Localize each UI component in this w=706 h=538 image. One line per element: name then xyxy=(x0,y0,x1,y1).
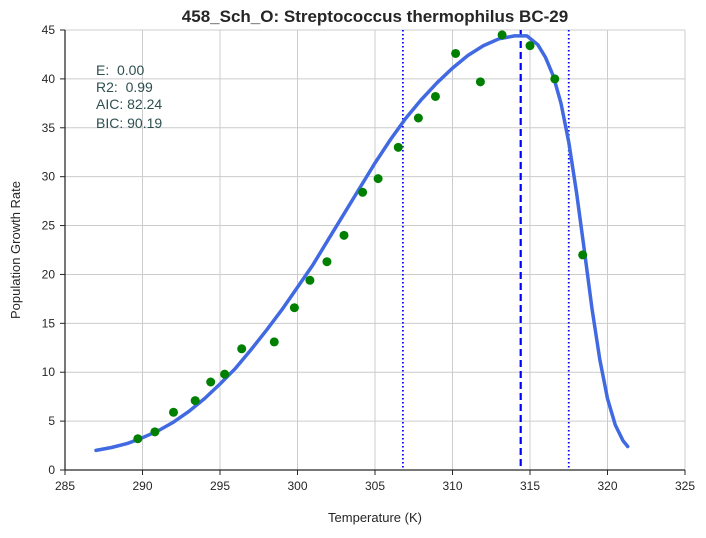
x-tick-label: 295 xyxy=(210,479,230,493)
data-point xyxy=(393,142,403,152)
y-tick-label: 35 xyxy=(42,121,56,135)
ticks: 285 290 295 300 305 310 315 320 325 0 5 10 15 20 25 30 3… xyxy=(42,23,696,493)
data-point xyxy=(322,257,332,267)
y-tick-label: 45 xyxy=(42,23,56,37)
data-points xyxy=(133,30,588,444)
data-point xyxy=(525,41,535,51)
data-point xyxy=(550,74,560,84)
x-tick-label: 325 xyxy=(675,479,695,493)
data-point xyxy=(497,30,507,40)
x-tick-label: 285 xyxy=(55,479,75,493)
fit-curve-layer xyxy=(94,34,630,453)
y-tick-label: 10 xyxy=(42,365,56,379)
data-point xyxy=(169,407,178,417)
data-point xyxy=(413,113,423,123)
data-point xyxy=(220,369,230,379)
data-point xyxy=(133,434,143,444)
y-tick-label: 5 xyxy=(48,414,55,428)
data-point xyxy=(430,91,440,101)
data-point xyxy=(150,427,160,437)
y-axis-label: Population Growth Rate xyxy=(8,181,23,319)
annotation-bic: BIC: 90.19 xyxy=(96,115,162,131)
data-point xyxy=(237,344,247,354)
x-tick-label: 290 xyxy=(132,479,152,493)
stats-annotation: E: 0.00 R2: 0.99 AIC: 82.24 BIC: 90.19 xyxy=(96,62,162,131)
data-point xyxy=(475,77,485,87)
data-point xyxy=(358,187,368,197)
y-tick-label: 40 xyxy=(42,72,56,86)
y-tick-label: 30 xyxy=(42,170,56,184)
x-tick-label: 310 xyxy=(442,479,462,493)
x-axis-label: Temperature (K) xyxy=(328,510,422,525)
y-tick-label: 15 xyxy=(42,316,56,330)
x-tick-label: 315 xyxy=(520,479,540,493)
y-tick-label: 25 xyxy=(42,219,56,233)
annotation-e: E: 0.00 xyxy=(96,62,144,78)
data-point xyxy=(451,48,461,58)
x-tick-label: 305 xyxy=(365,479,385,493)
data-point xyxy=(269,337,279,347)
data-point xyxy=(373,174,383,184)
data-point xyxy=(578,250,588,260)
x-tick-label: 320 xyxy=(597,479,617,493)
data-point xyxy=(289,303,299,313)
y-tick-label: 0 xyxy=(48,463,55,477)
fit-curve xyxy=(94,34,630,453)
chart-title: 458_Sch_O: Streptococcus thermophilus BC… xyxy=(182,7,568,26)
data-point xyxy=(206,377,216,387)
reference-lines xyxy=(401,30,570,470)
data-point xyxy=(339,230,349,240)
annotation-aic: AIC: 82.24 xyxy=(96,96,162,112)
data-point xyxy=(190,396,200,406)
y-tick-label: 20 xyxy=(42,267,56,281)
x-tick-label: 300 xyxy=(287,479,307,493)
annotation-r2: R2: 0.99 xyxy=(96,79,153,95)
data-point xyxy=(305,275,315,285)
